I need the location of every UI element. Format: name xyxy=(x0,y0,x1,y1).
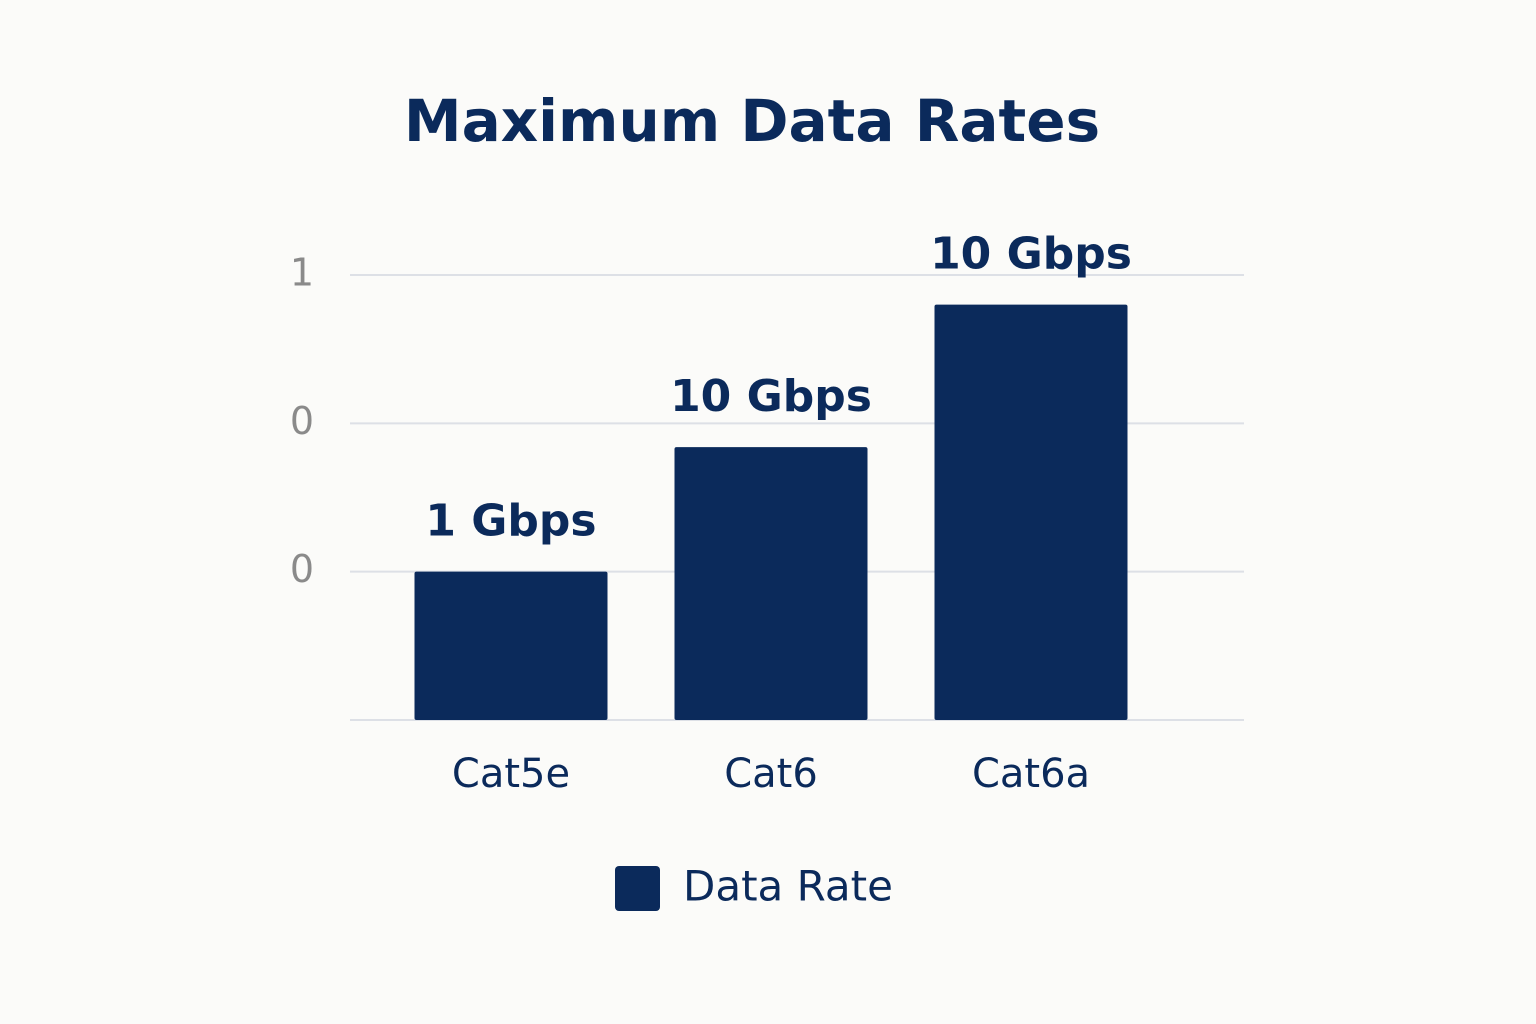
legend-label: Data Rate xyxy=(683,862,893,911)
bar-annotation: 10 Gbps xyxy=(670,371,872,422)
x-tick-label: Cat5e xyxy=(452,751,570,797)
x-tick-label: Cat6 xyxy=(724,751,818,797)
bar-annotation: 10 Gbps xyxy=(930,229,1132,280)
y-tick-label: 1 xyxy=(290,251,314,295)
y-tick-label: 0 xyxy=(290,547,314,591)
legend-swatch xyxy=(615,866,660,911)
bar-annotation: 1 Gbps xyxy=(425,496,596,547)
x-tick-label: Cat6a xyxy=(972,751,1090,797)
bar xyxy=(674,447,868,720)
bar xyxy=(934,304,1128,720)
chart-title: Maximum Data Rates xyxy=(404,87,1100,155)
y-tick-label: 0 xyxy=(290,399,314,443)
bar xyxy=(414,571,608,720)
